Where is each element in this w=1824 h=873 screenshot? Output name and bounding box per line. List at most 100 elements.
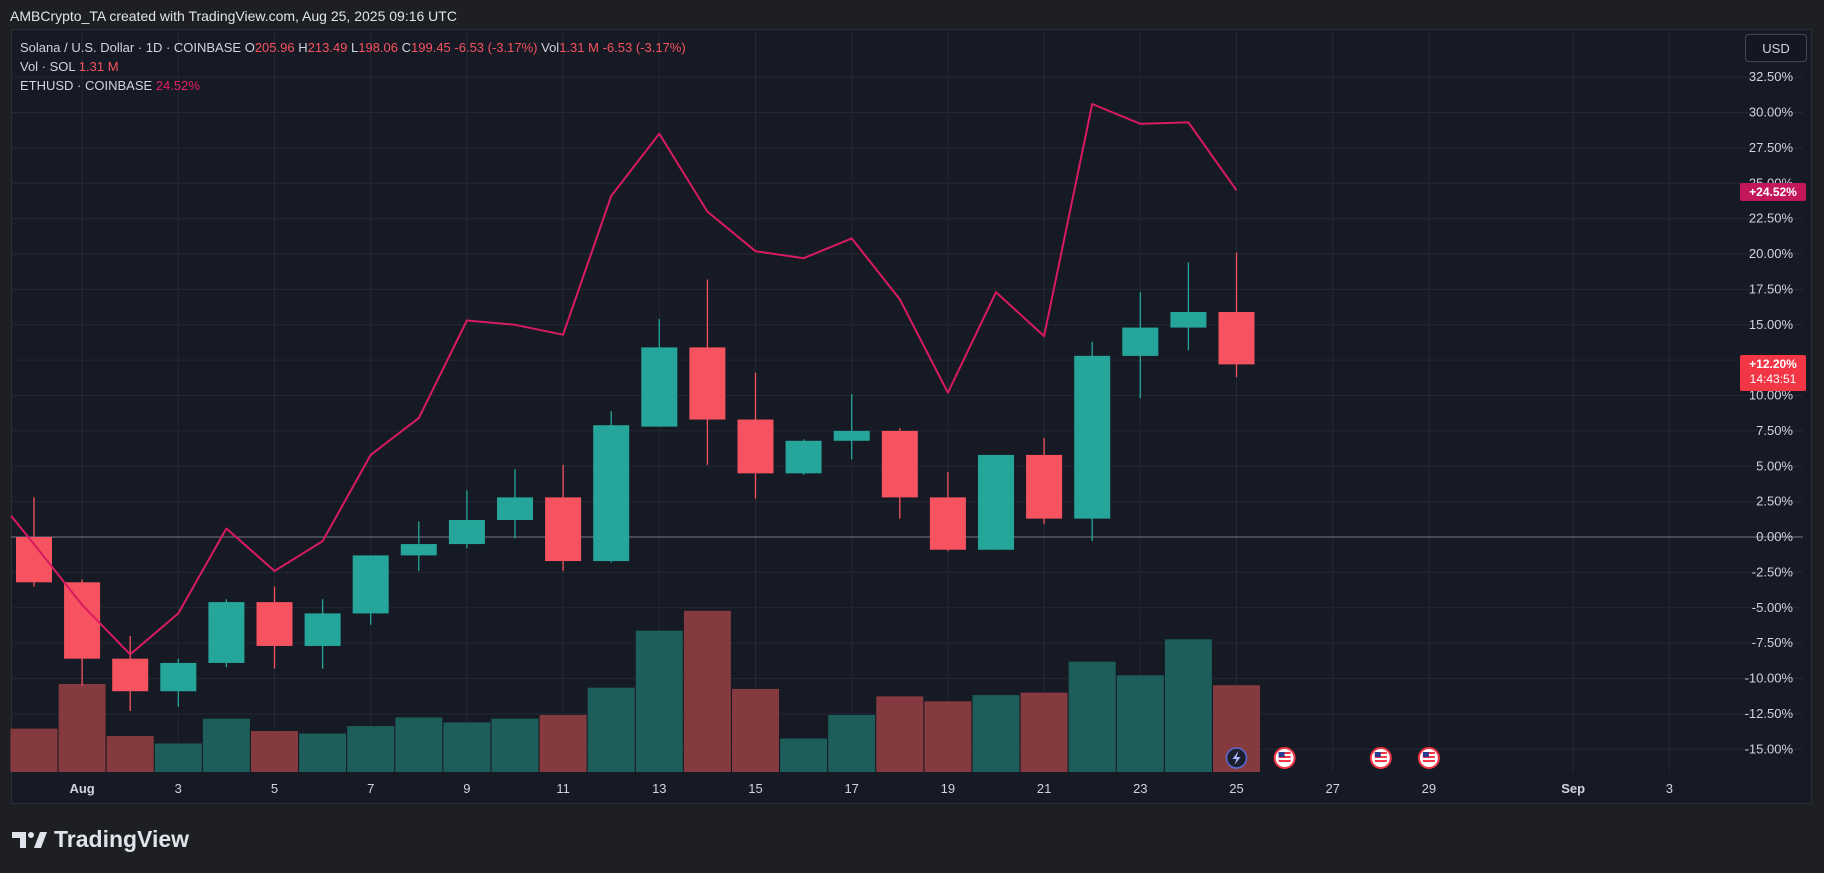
y-tick-label: 10.00% (1749, 388, 1794, 403)
volume-bar (972, 695, 1020, 772)
chart-legend: Solana / U.S. Dollar · 1D · COINBASE O20… (20, 38, 686, 95)
volume-bar (106, 736, 154, 772)
y-tick-label: 15.00% (1749, 317, 1794, 332)
y-tick-label: 32.50% (1749, 69, 1794, 84)
candle-body (497, 497, 533, 521)
x-tick-label: 13 (652, 781, 666, 796)
candle-body (112, 658, 149, 692)
open-value: 205.96 (254, 40, 295, 55)
candle-body (304, 613, 341, 646)
volume-bar (299, 733, 347, 772)
candle-body (881, 430, 918, 498)
us-flag-icon (1417, 747, 1440, 769)
high-value: 213.49 (307, 40, 348, 55)
candle (448, 490, 485, 549)
vol-label: Vol (541, 40, 560, 55)
legend-main-row[interactable]: Solana / U.S. Dollar · 1D · COINBASE O20… (20, 38, 686, 57)
x-tick-label: 3 (1666, 781, 1673, 796)
candle-body (978, 454, 1014, 550)
candle (304, 599, 341, 669)
candle-body (208, 602, 245, 663)
flag-stripe-white (1374, 758, 1387, 760)
vol-value: 1.31 M (559, 40, 599, 55)
candle-body (641, 347, 678, 427)
earnings-flash-icon (1225, 747, 1248, 769)
candle-body (160, 662, 197, 692)
chart-panel[interactable] (11, 29, 1812, 804)
candle (112, 636, 149, 712)
volume-series-name: Vol · SOL (20, 59, 76, 74)
candle-body (737, 419, 774, 474)
candle-body (256, 602, 293, 646)
volume-bar (202, 718, 250, 772)
volume-bar (443, 722, 491, 772)
candle-body (352, 555, 389, 614)
candle (641, 319, 678, 427)
legend-volume-row[interactable]: Vol · SOL 1.31 M (20, 57, 686, 76)
candle (978, 454, 1014, 550)
candle-body (689, 347, 726, 420)
compare-series-name: ETHUSD · COINBASE (20, 78, 153, 93)
y-tick-label: 7.50% (1756, 423, 1793, 438)
y-tick-label: -2.50% (1752, 564, 1794, 579)
x-tick-label: 15 (748, 781, 762, 796)
flag-canton (1278, 752, 1285, 757)
candle-body (833, 430, 870, 441)
us-flag-icon (1369, 747, 1392, 769)
candle (16, 497, 52, 587)
candle (256, 586, 293, 669)
low-label: L (351, 40, 359, 55)
volume-bar (1020, 692, 1068, 772)
candle (689, 279, 726, 465)
candle-body (1170, 312, 1207, 328)
volume-bar (587, 687, 635, 772)
x-tick-label: 3 (175, 781, 182, 796)
candle (929, 471, 966, 552)
y-tick-label: -15.00% (1745, 741, 1794, 756)
candle (208, 599, 245, 668)
candle (833, 394, 870, 460)
change-value: -6.53 (-3.17%) (454, 40, 538, 55)
candle-body (448, 520, 485, 545)
author-line: AMBCrypto_TA created with TradingView.co… (10, 8, 457, 24)
volume-bar (10, 728, 58, 772)
volume-bar (251, 731, 298, 772)
close-label: C (401, 40, 412, 55)
legend-compare-row[interactable]: ETHUSD · COINBASE 24.52% (20, 76, 686, 95)
flash-glyph (1232, 751, 1241, 765)
us-flag-icon (1273, 747, 1296, 769)
close-value: 199.45 (411, 40, 451, 55)
candle (1074, 341, 1111, 542)
high-label: H (298, 40, 308, 55)
volume-bar (683, 610, 731, 772)
symbol-name[interactable]: Solana / U.S. Dollar · 1D · COINBASE (20, 40, 242, 55)
low-value: 198.06 (358, 40, 398, 55)
y-tick-label: 17.50% (1749, 281, 1794, 296)
candle-body (593, 425, 630, 562)
flag-canton (1422, 752, 1429, 757)
x-tick-label: 19 (941, 781, 955, 796)
candle (545, 464, 582, 571)
tradingview-logo-icon (12, 831, 47, 848)
candle-body (1218, 312, 1255, 365)
candle-body (1074, 355, 1111, 519)
currency-button[interactable]: USD (1745, 34, 1807, 62)
x-tick-label: 9 (463, 781, 470, 796)
candle (160, 658, 197, 707)
y-tick-label: -5.00% (1752, 600, 1794, 615)
candle-body (64, 582, 101, 659)
candle-body (1026, 454, 1063, 519)
sol-price-tag-value: +12.20% (1749, 357, 1797, 371)
sol-price-tag: +12.20% 14:43:51 (1740, 355, 1806, 391)
y-tick-label: -12.50% (1745, 706, 1794, 721)
x-tick-label: 5 (271, 781, 278, 796)
x-tick-label: Sep (1561, 781, 1585, 796)
volume-bar (635, 630, 683, 772)
x-tick-label: 29 (1422, 781, 1436, 796)
tradingview-logo[interactable]: TradingView (12, 826, 189, 853)
volume-bar (876, 696, 924, 772)
vol-change: -6.53 (-3.17%) (602, 40, 686, 55)
open-label: O (244, 40, 255, 55)
volume-bar (1164, 639, 1212, 772)
